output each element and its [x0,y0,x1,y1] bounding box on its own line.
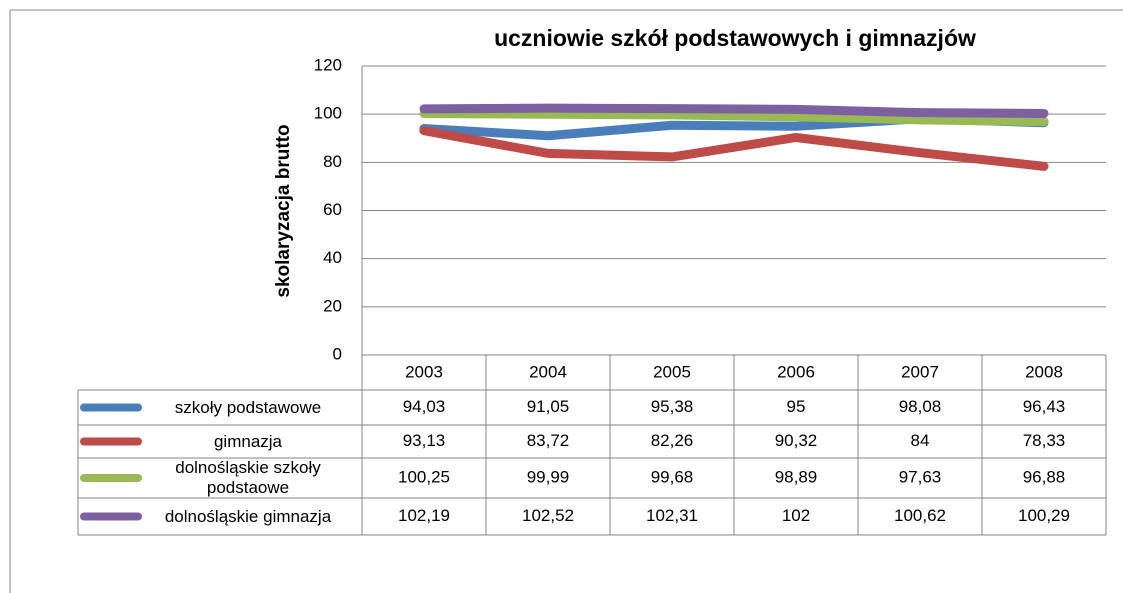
y-tick-label: 80 [323,152,342,171]
x-tick-label: 2005 [653,362,691,381]
legend-label: szkoły podstawowe [174,397,322,417]
x-tick-label: 2006 [777,362,815,381]
chart-title: uczniowie szkół podstawowych i gimnazjów [494,25,976,51]
table-value: 98,08 [899,397,942,416]
y-axis-label: skolaryzacja brutto [273,124,294,297]
series-line [419,126,1049,171]
table-value: 78,33 [1023,431,1066,450]
x-tick-label: 2004 [529,362,567,381]
table-value: 100,25 [398,467,450,486]
table-value: 93,13 [403,431,446,450]
table-value: 95 [787,397,806,416]
y-tick-label: 40 [323,248,342,267]
table-value: 102 [782,506,810,525]
table-value: 100,29 [1018,506,1070,525]
table-value: 99,99 [527,467,570,486]
legend-label: gimnazja [213,431,283,451]
table-value: 94,03 [403,397,446,416]
table-value: 100,62 [894,506,946,525]
table-value: 95,38 [651,397,694,416]
table-value: 98,89 [775,467,818,486]
series-line [419,103,1049,118]
y-tick-label: 0 [333,344,342,363]
table-value: 96,88 [1023,467,1066,486]
legend-cell: dolnośląskie gimnazja [164,506,332,526]
y-tick-label: 120 [314,55,342,74]
table-value: 96,43 [1023,397,1066,416]
table-value: 83,72 [527,431,570,450]
legend-cell: szkoły podstawowe [174,397,322,417]
table-value: 102,52 [522,506,574,525]
y-tick-label: 20 [323,296,342,315]
table-value: 90,32 [775,431,818,450]
table-value: 91,05 [527,397,570,416]
legend-cell: dolnośląskie szkoły podstaowe [175,458,321,497]
table-value: 84 [911,431,930,450]
x-tick-label: 2003 [405,362,443,381]
table-value: 82,26 [651,431,694,450]
table-value: 102,31 [646,506,698,525]
y-tick-label: 60 [323,200,342,219]
x-tick-label: 2007 [901,362,939,381]
x-tick-label: 2008 [1025,362,1063,381]
y-tick-label: 100 [314,104,342,123]
table-value: 99,68 [651,467,694,486]
series-line [419,109,1049,127]
table-value: 97,63 [899,467,942,486]
legend-cell: gimnazja [213,431,283,451]
table-value: 102,19 [398,506,450,525]
legend-label: dolnośląskie szkoły podstaowe [175,458,321,497]
legend-label: dolnośląskie gimnazja [164,506,332,526]
